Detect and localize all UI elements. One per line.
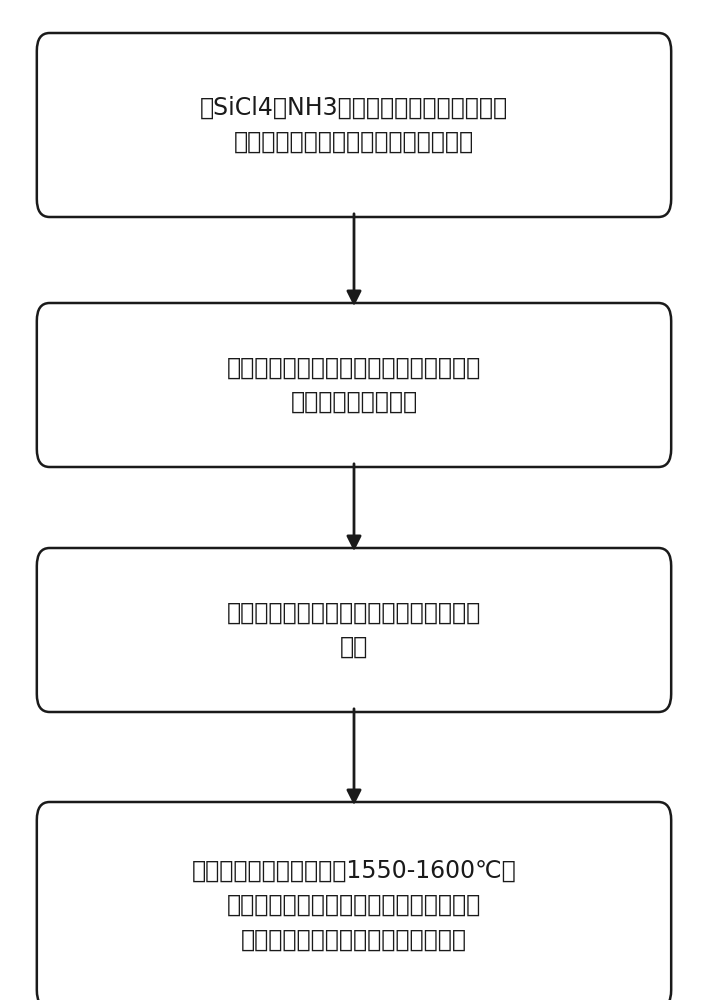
Text: 将氮化硅基板胚体放置在1550-1600℃环
境下施加压力并进行烧结，烧结结束后进
行研磨加工，最终得到基板毛坯成品: 将氮化硅基板胚体放置在1550-1600℃环 境下施加压力并进行烧结，烧结结束后… [192, 859, 516, 951]
Text: 将氮化硅料浆通过流延机制作氮化硅基板
胚体: 将氮化硅料浆通过流延机制作氮化硅基板 胚体 [227, 601, 481, 659]
Text: 以SiCl4和NH3为原料，在等离子加热炉中
进行气相混合反应制得高纯氮化硅粉体: 以SiCl4和NH3为原料，在等离子加热炉中 进行气相混合反应制得高纯氮化硅粉体 [200, 96, 508, 154]
FancyBboxPatch shape [37, 303, 671, 467]
FancyBboxPatch shape [37, 33, 671, 217]
Text: 将高纯氮化硅粉体和烧结助剂进行充分混
合，得到氮化硅料浆: 将高纯氮化硅粉体和烧结助剂进行充分混 合，得到氮化硅料浆 [227, 356, 481, 414]
FancyBboxPatch shape [37, 548, 671, 712]
FancyBboxPatch shape [37, 802, 671, 1000]
